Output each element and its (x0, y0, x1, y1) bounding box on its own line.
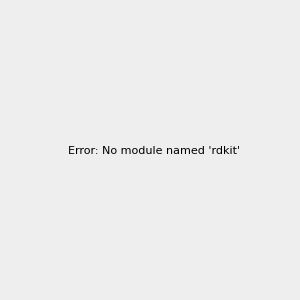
Text: Error: No module named 'rdkit': Error: No module named 'rdkit' (68, 146, 240, 157)
